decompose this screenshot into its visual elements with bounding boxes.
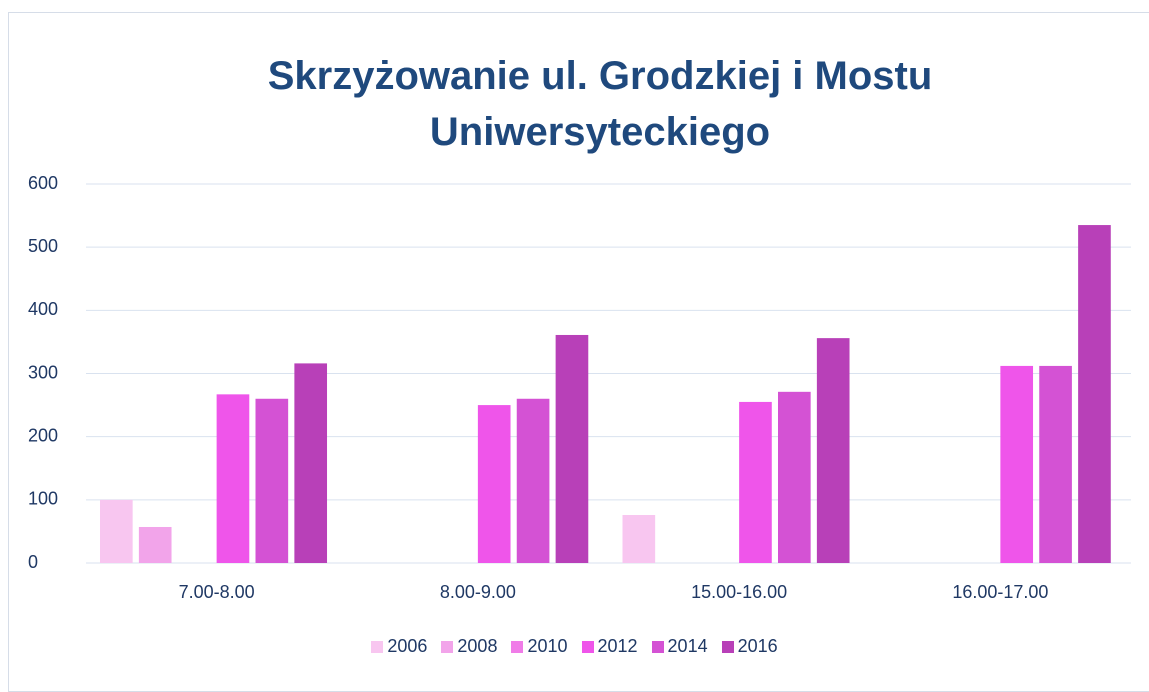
chart-title: Skrzyżowanie ul. Grodzkiej i Mostu Uniwe… [267,54,933,154]
bar [1039,365,1072,563]
legend-swatch [651,640,664,653]
legend-item: 2008 [441,636,497,657]
legend: 2006 2008 2010 2012 2014 2016 [0,636,1149,657]
y-tick-label: 500 [28,236,58,256]
legend-item: 2012 [581,636,638,657]
legend-label: 2010 [527,636,568,656]
y-tick-label: 100 [28,489,58,509]
legend-item: 2016 [721,636,778,657]
y-tick-label: 600 [28,173,58,193]
legend-label: 2006 [387,636,428,656]
y-tick-label: 400 [28,299,58,319]
bar [138,526,172,563]
bar [739,401,772,563]
y-tick-label: 0 [28,552,38,572]
bar [516,398,550,563]
legend-label: 2008 [457,636,498,656]
page: {"chart_data": {"type": "bar", "title": … [0,12,1149,692]
bar [622,514,656,563]
x-tick-label: 8.00-9.00 [440,582,516,602]
legend-label: 2016 [737,636,778,656]
bar [100,499,133,563]
bar [255,398,289,563]
legend-swatch [371,640,384,653]
y-tick-label: 300 [28,362,58,382]
x-tick-label: 16.00-17.00 [952,582,1048,602]
bar [816,338,850,563]
x-tick-label: 7.00-8.00 [179,582,255,602]
bar [294,363,328,563]
legend-swatch [511,640,524,653]
legend-item: 2006 [371,636,427,657]
legend-swatch [441,640,454,653]
chart: 0 100 200 300 400 500 600 7.00-8.00 8.00-9.00 15.… [28,173,1131,602]
bar [778,391,811,563]
legend-swatch [581,640,594,653]
bar [477,405,511,563]
y-tick-label: 200 [28,425,58,445]
bar [216,394,250,563]
legend-label: 2012 [597,636,638,656]
legend-swatch [721,640,734,653]
legend-item: 2014 [651,636,708,657]
bar [1000,365,1034,563]
legend-label: 2014 [667,636,708,656]
legend-item: 2010 [511,636,568,657]
x-tick-label: 15.00-16.00 [691,582,787,602]
bar [555,334,589,563]
bar [1078,225,1111,563]
